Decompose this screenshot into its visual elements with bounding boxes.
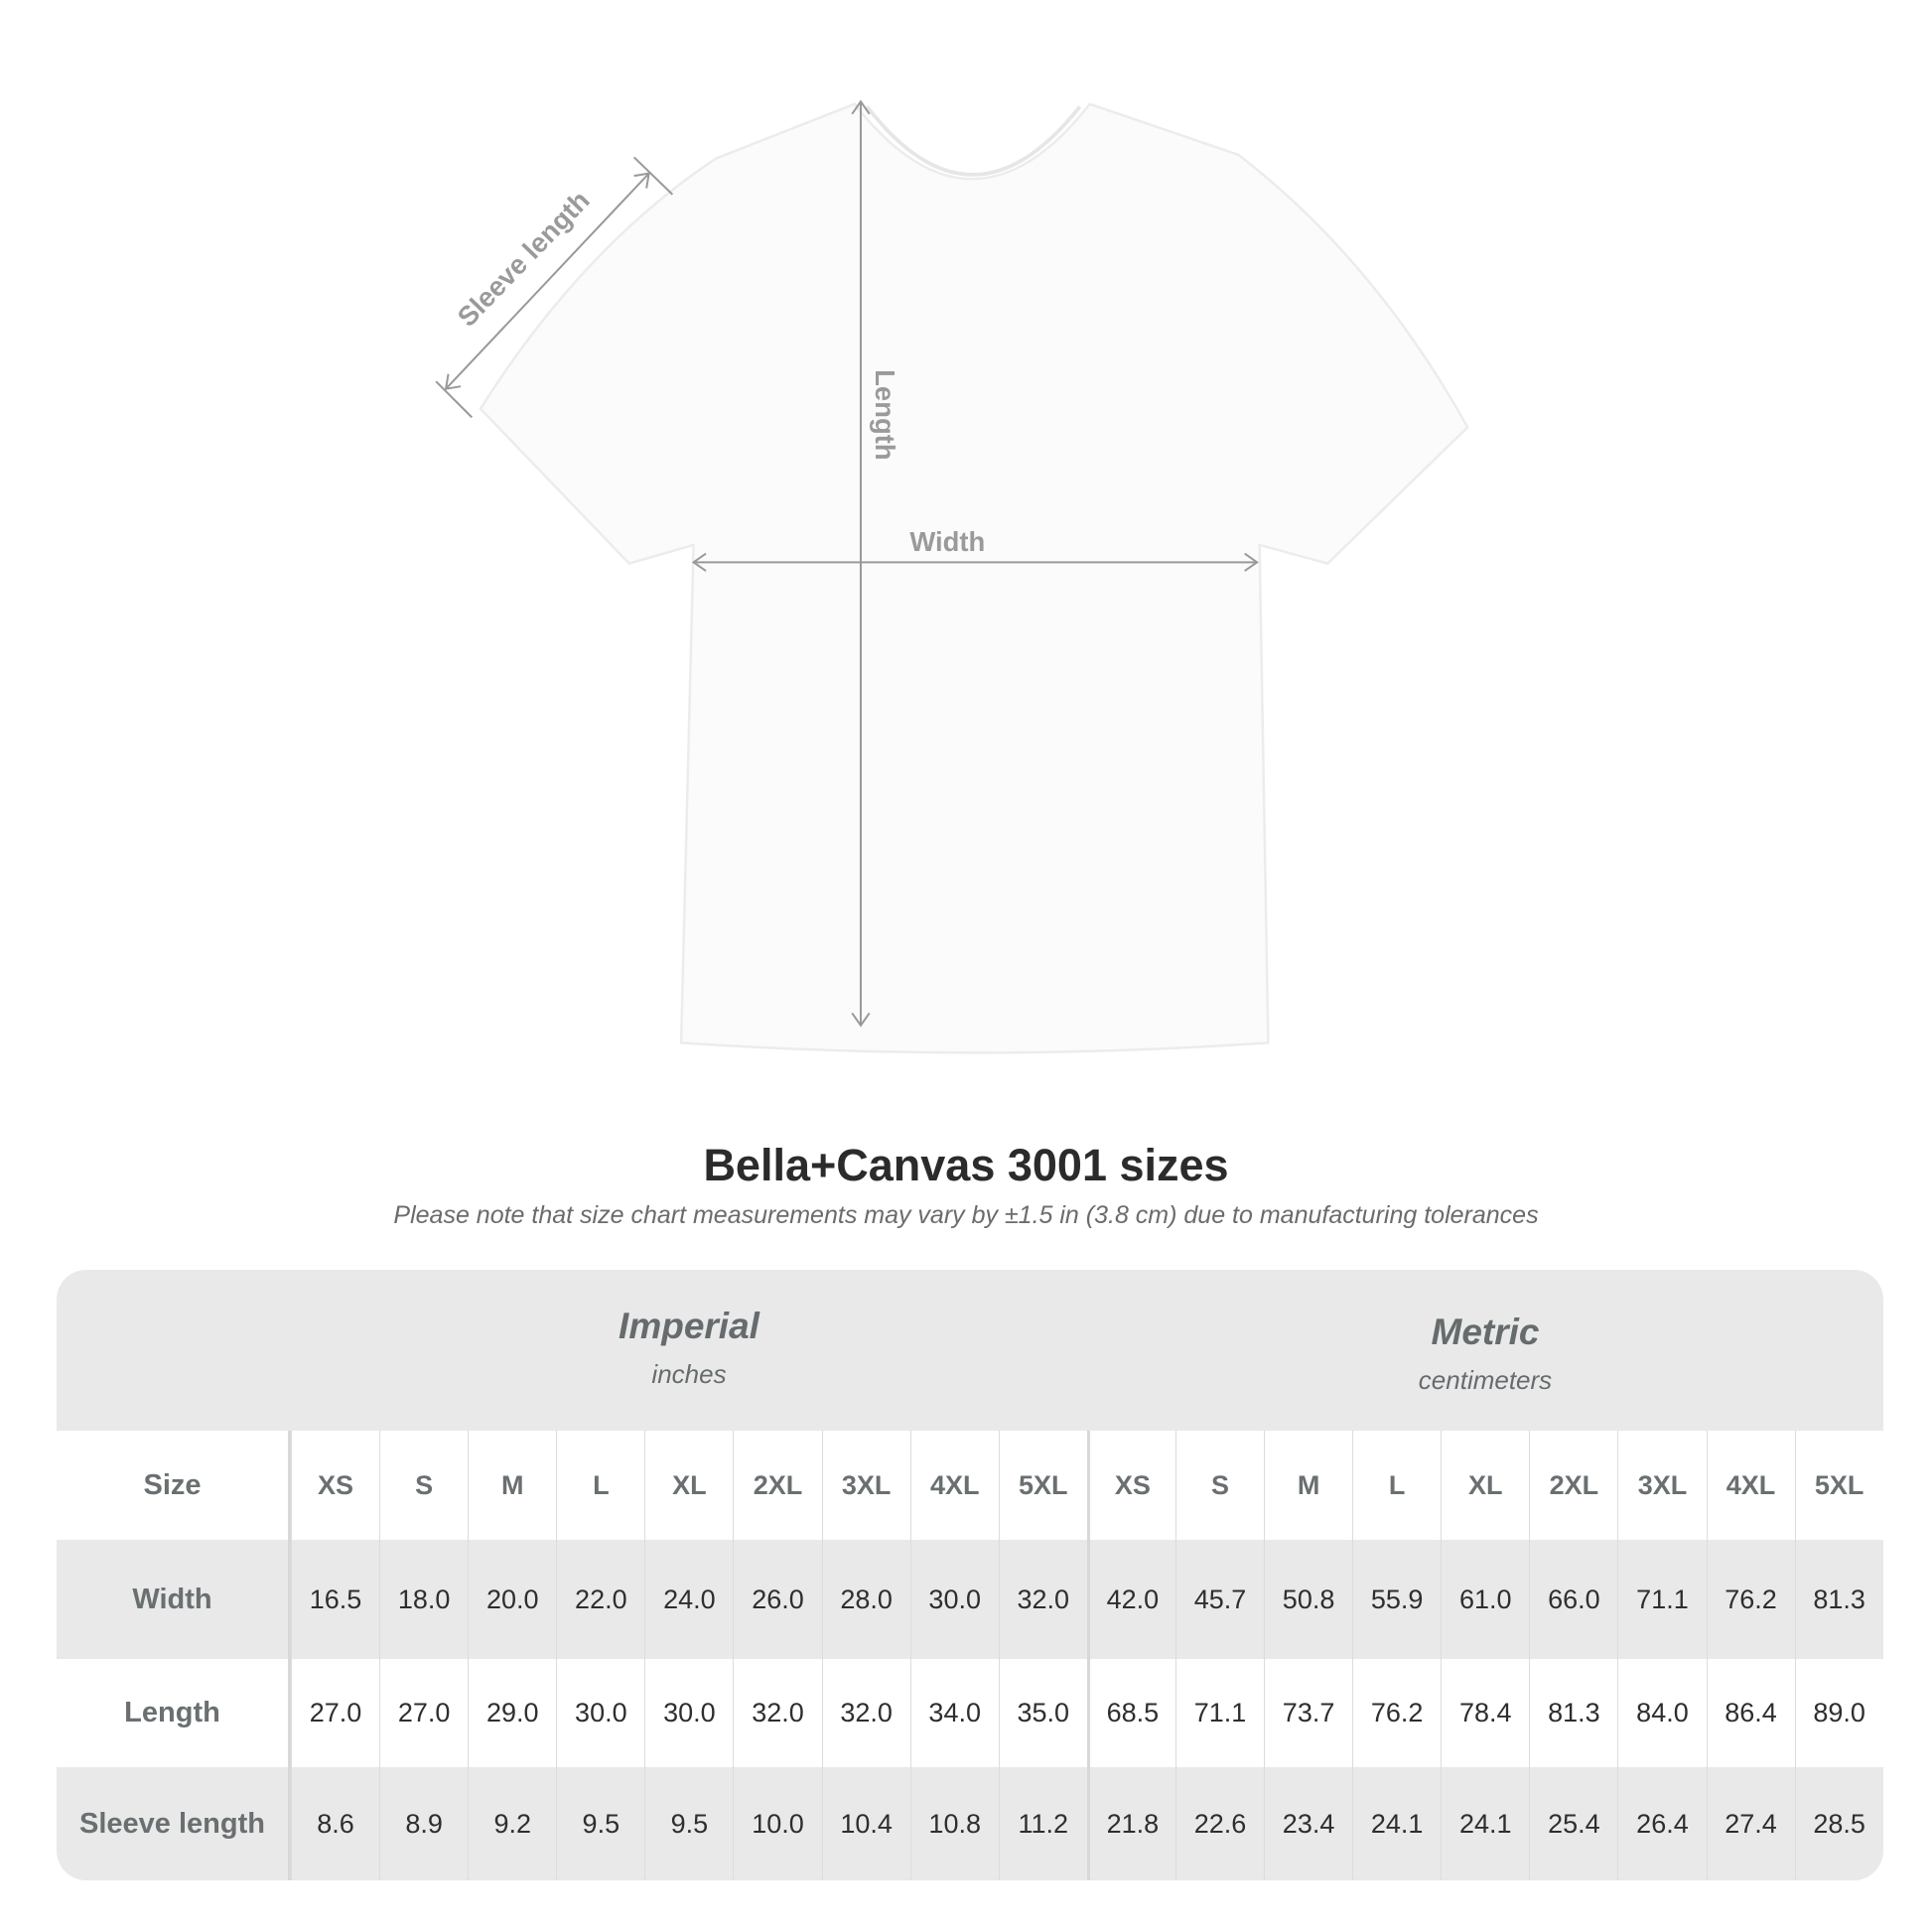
value-cell: 66.0 <box>1529 1540 1617 1659</box>
value-cell: 84.0 <box>1617 1659 1706 1767</box>
value-cell: 26.4 <box>1617 1767 1706 1880</box>
size-header-cell: 5XL <box>1794 1431 1883 1540</box>
size-header-cell: 2XL <box>733 1431 821 1540</box>
imperial-title: Imperial <box>619 1306 759 1346</box>
value-cell: 76.2 <box>1706 1540 1795 1659</box>
value-cell: 32.0 <box>733 1659 821 1767</box>
size-header-cell: M <box>1264 1431 1352 1540</box>
value-cell: 71.1 <box>1617 1540 1706 1659</box>
value-cell: 81.3 <box>1529 1659 1617 1767</box>
value-cell: 28.5 <box>1794 1767 1883 1880</box>
value-cell: 32.0 <box>821 1659 910 1767</box>
value-cell: 24.0 <box>644 1540 733 1659</box>
value-cell: 29.0 <box>468 1659 556 1767</box>
value-cell: 71.1 <box>1174 1659 1264 1767</box>
length-label: Length <box>870 369 900 460</box>
size-header-cell: XL <box>644 1431 733 1540</box>
value-cell: 25.4 <box>1529 1767 1617 1880</box>
imperial-unit: inches <box>651 1359 727 1389</box>
metric-title: Metric <box>1431 1311 1540 1352</box>
value-cell: 9.5 <box>644 1767 733 1880</box>
value-cell: 68.5 <box>1086 1659 1175 1767</box>
size-header-cell: S <box>379 1431 468 1540</box>
value-cell: 18.0 <box>379 1540 468 1659</box>
size-header-cell: 2XL <box>1529 1431 1617 1540</box>
size-header-cell: XL <box>1441 1431 1529 1540</box>
value-cell: 86.4 <box>1706 1659 1795 1767</box>
value-cell: 35.0 <box>998 1659 1087 1767</box>
value-cell: 23.4 <box>1264 1767 1352 1880</box>
size-header-cell: M <box>468 1431 556 1540</box>
row-label: Width <box>57 1540 291 1659</box>
width-label: Width <box>909 526 985 557</box>
metric-unit: centimeters <box>1418 1365 1553 1395</box>
value-cell: 9.5 <box>556 1767 644 1880</box>
value-cell: 50.8 <box>1264 1540 1352 1659</box>
value-cell: 32.0 <box>998 1540 1087 1659</box>
value-cell: 16.5 <box>291 1540 379 1659</box>
tshirt-image <box>479 102 1469 1054</box>
value-cell: 30.0 <box>644 1659 733 1767</box>
size-header-cell: 3XL <box>1617 1431 1706 1540</box>
value-cell: 24.1 <box>1441 1767 1529 1880</box>
tolerance-note: Please note that size chart measurements… <box>393 1201 1539 1229</box>
size-header-cell: L <box>556 1431 644 1540</box>
value-cell: 55.9 <box>1352 1540 1441 1659</box>
row-label: Size <box>57 1431 291 1540</box>
table-row-length: Length 27.0 27.0 29.0 30.0 30.0 32.0 32.0 34.0 35… <box>57 1659 1883 1767</box>
sleeve-arrow <box>445 172 650 390</box>
value-cell: 28.0 <box>821 1540 910 1659</box>
table-row-sleeve-length: Sleeve length 8.6 8.9 9.2 9.5 9.5 10.0 10.4 10.8… <box>57 1767 1883 1880</box>
value-cell: 61.0 <box>1441 1540 1529 1659</box>
value-cell: 10.8 <box>909 1767 999 1880</box>
value-cell: 9.2 <box>468 1767 556 1880</box>
value-cell: 27.0 <box>379 1659 468 1767</box>
imperial-group: Imperial inches <box>291 1306 1087 1390</box>
size-header-cell: XS <box>291 1431 379 1540</box>
value-cell: 27.0 <box>291 1659 379 1767</box>
chart-title: Bella+Canvas 3001 sizes <box>703 1140 1229 1190</box>
size-header-cell: 5XL <box>998 1431 1087 1540</box>
value-cell: 22.0 <box>556 1540 644 1659</box>
value-cell: 24.1 <box>1352 1767 1441 1880</box>
value-cell: 11.2 <box>998 1767 1087 1880</box>
value-cell: 81.3 <box>1794 1540 1883 1659</box>
row-label: Sleeve length <box>57 1767 291 1880</box>
size-header-cell: 4XL <box>1706 1431 1795 1540</box>
size-header-cell: 4XL <box>909 1431 999 1540</box>
value-cell: 10.0 <box>733 1767 821 1880</box>
size-header-cell: 3XL <box>821 1431 910 1540</box>
value-cell: 73.7 <box>1264 1659 1352 1767</box>
size-header-cell: S <box>1174 1431 1264 1540</box>
value-cell: 8.9 <box>379 1767 468 1880</box>
value-cell: 76.2 <box>1352 1659 1441 1767</box>
value-cell: 45.7 <box>1174 1540 1264 1659</box>
value-cell: 20.0 <box>468 1540 556 1659</box>
value-cell: 10.4 <box>821 1767 910 1880</box>
table-row-size: Size XS S M L XL 2XL 3XL 4XL 5XL XS S M L XL 2XL 3XL 4XL 5… <box>57 1431 1883 1540</box>
value-cell: 89.0 <box>1794 1659 1883 1767</box>
value-cell: 78.4 <box>1441 1659 1529 1767</box>
value-cell: 42.0 <box>1086 1540 1175 1659</box>
row-label: Length <box>57 1659 291 1767</box>
value-cell: 26.0 <box>733 1540 821 1659</box>
size-header-cell: L <box>1352 1431 1441 1540</box>
value-cell: 30.0 <box>909 1540 999 1659</box>
metric-group: Metric centimeters <box>1087 1311 1883 1396</box>
value-cell: 8.6 <box>291 1767 379 1880</box>
size-header-cell: XS <box>1086 1431 1175 1540</box>
table-row-width: Width 16.5 18.0 20.0 22.0 24.0 26.0 28.0 30.0 32.… <box>57 1540 1883 1659</box>
value-cell: 21.8 <box>1086 1767 1175 1880</box>
value-cell: 30.0 <box>556 1659 644 1767</box>
value-cell: 34.0 <box>909 1659 999 1767</box>
table-header: Imperial inches Metric centimeters <box>57 1270 1883 1431</box>
value-cell: 27.4 <box>1706 1767 1795 1880</box>
value-cell: 22.6 <box>1174 1767 1264 1880</box>
size-table: Imperial inches Metric centimeters Size X… <box>57 1270 1883 1880</box>
